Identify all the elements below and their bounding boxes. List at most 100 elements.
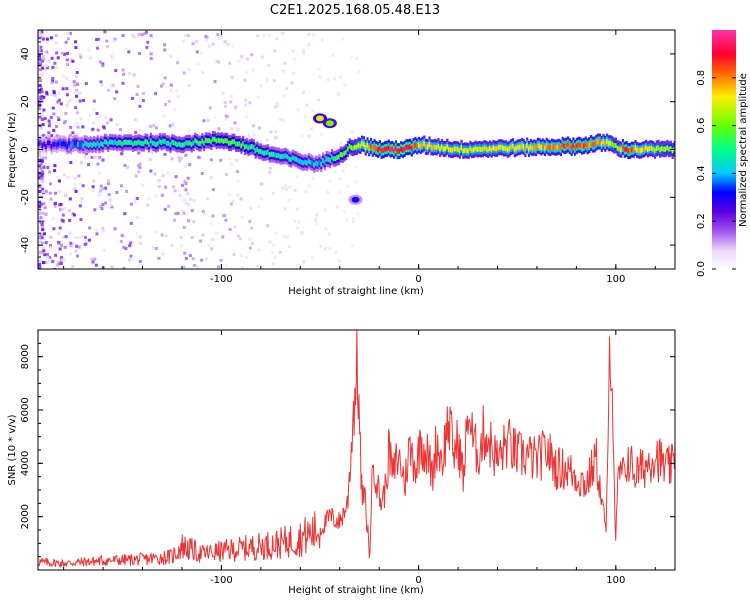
noise-cell	[216, 33, 220, 36]
noise-cell	[226, 115, 230, 118]
ridge-core-cell	[547, 145, 550, 150]
noise-cell	[83, 155, 87, 159]
noise-cell	[135, 93, 139, 96]
noise-cell	[75, 254, 79, 258]
noise-cell	[72, 80, 76, 84]
noise-cell	[69, 241, 73, 245]
noise-cell	[276, 135, 279, 139]
noise-cell	[68, 133, 72, 137]
ridge-core-cell	[543, 145, 547, 151]
noise-cell	[159, 84, 163, 88]
ridge-core-cell	[254, 148, 257, 154]
noise-cell	[282, 94, 286, 98]
ridge-core-cell	[618, 146, 621, 152]
noise-cell	[73, 187, 77, 191]
noise-cell	[76, 125, 80, 129]
noise-cell	[38, 236, 42, 240]
noise-cell	[85, 152, 88, 156]
noise-cell	[281, 31, 285, 35]
noise-cell	[135, 216, 139, 220]
noise-cell	[300, 232, 304, 235]
noise-cell	[249, 206, 252, 210]
ridge-core-cell	[172, 140, 176, 146]
ridge-core-cell	[400, 146, 403, 152]
noise-cell	[72, 213, 76, 217]
noise-cell	[157, 256, 161, 260]
noise-cell	[223, 40, 227, 44]
noise-cell	[43, 253, 47, 257]
noise-cell	[43, 232, 46, 236]
noise-cell	[184, 188, 188, 192]
noise-cell	[98, 189, 102, 193]
noise-cell	[77, 174, 81, 178]
feature-blob	[325, 120, 334, 127]
noise-cell	[240, 55, 244, 59]
noise-cell	[252, 133, 256, 137]
ridge-core-cell	[542, 143, 545, 149]
ridge-core-cell	[424, 144, 428, 150]
noise-cell	[123, 212, 127, 216]
ridge-core-cell	[568, 143, 571, 149]
noise-cell	[174, 212, 178, 216]
noise-cell	[160, 233, 164, 237]
snr-xtick-label: 100	[606, 575, 625, 586]
noise-cell	[190, 236, 194, 240]
noise-cell	[38, 103, 42, 107]
noise-cell	[234, 105, 238, 109]
noise-cell	[52, 227, 56, 231]
ridge-core-cell	[375, 146, 378, 152]
ridge-core-cell	[178, 141, 181, 147]
ridge-core-cell	[258, 148, 261, 154]
noise-cell	[40, 38, 44, 42]
noise-cell	[40, 170, 44, 174]
noise-cell	[73, 83, 76, 87]
ridge-core-cell	[382, 147, 385, 153]
ridge-core-cell	[338, 154, 341, 160]
noise-cell	[356, 212, 360, 216]
ridge-core-cell	[490, 147, 493, 153]
ridge-core-cell	[73, 140, 76, 146]
noise-cell	[327, 232, 331, 236]
noise-cell	[221, 235, 225, 239]
noise-cell	[182, 265, 186, 269]
noise-cell	[149, 124, 153, 128]
noise-cell	[163, 76, 167, 80]
noise-cell	[153, 172, 157, 176]
noise-cell	[333, 77, 336, 81]
ridge-core-cell	[563, 143, 566, 149]
noise-cell	[41, 180, 45, 183]
noise-cell	[84, 82, 88, 86]
ridge-core-cell	[451, 147, 454, 153]
ridge-core-cell	[279, 154, 282, 160]
ridge-core-cell	[281, 154, 284, 159]
noise-cell	[260, 182, 264, 186]
noise-cell	[115, 90, 119, 94]
ridge-core-cell	[501, 145, 504, 151]
noise-cell	[230, 127, 234, 131]
noise-cell	[232, 253, 236, 256]
noise-cell	[129, 202, 133, 206]
ridge-core-cell	[419, 143, 422, 149]
noise-cell	[307, 32, 311, 36]
noise-cell	[47, 59, 51, 63]
noise-cell	[220, 34, 224, 37]
noise-cell	[273, 49, 277, 53]
ridge-core-cell	[627, 148, 630, 154]
noise-cell	[275, 37, 279, 41]
noise-cell	[48, 191, 52, 195]
noise-cell	[302, 260, 306, 264]
colorbar-tick-label: 0.2	[696, 213, 707, 229]
noise-cell	[44, 136, 48, 140]
noise-cell	[221, 91, 225, 95]
noise-cell	[187, 219, 191, 223]
ridge-core-cell	[304, 159, 307, 165]
noise-cell	[152, 124, 156, 127]
colorbar-tick-label: 0.0	[696, 261, 707, 277]
noise-cell	[290, 81, 294, 85]
noise-cell	[339, 141, 343, 145]
ridge-core-cell	[393, 148, 396, 154]
noise-cell	[155, 134, 158, 138]
noise-cell	[46, 255, 50, 259]
noise-cell	[51, 259, 55, 263]
ridge-core-cell	[416, 144, 419, 149]
